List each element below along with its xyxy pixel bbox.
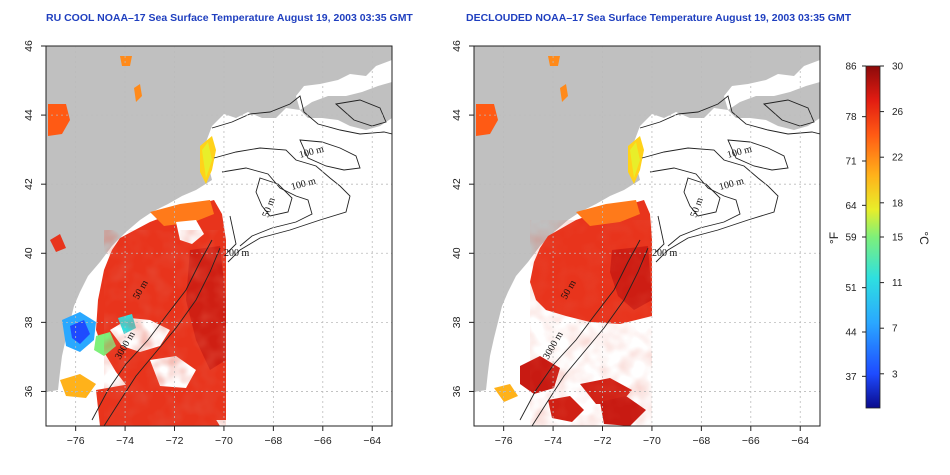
right-y-tick-label: 44 [451,109,463,121]
celsius-tick-label: 26 [892,107,904,118]
celsius-tick-label: 3 [892,369,898,380]
fahrenheit-tick-label: 71 [845,157,857,168]
left-y-tick-label: 42 [23,178,35,190]
right-y-tick-label: 40 [451,247,463,259]
left-y-tick-label: 36 [23,385,35,397]
celsius-tick-label: 22 [892,153,904,164]
right-y-tick-label: 38 [451,316,463,328]
right-y-tick-label: 36 [451,385,463,397]
celsius-tick-label: 7 [892,324,898,335]
fahrenheit-tick-label: 51 [845,283,857,294]
right-x-tick-label: −70 [643,435,661,447]
right-x-tick-label: −74 [544,435,562,447]
left-sst-imagery [48,56,226,426]
left-x-tick-label: −70 [215,435,233,447]
right-x-tick-label: −68 [692,435,710,447]
colorbar-gradient [865,65,881,409]
fahrenheit-tick-label: 37 [845,372,857,383]
left-y-tick-label: 38 [23,316,35,328]
fahrenheit-tick-label: 78 [845,112,857,123]
fahrenheit-tick-label: 59 [845,233,857,244]
left-x-tick-label: −72 [166,435,184,447]
celsius-tick-label: 18 [892,198,904,209]
right-grid [474,46,820,426]
fahrenheit-tick-label: 44 [845,328,857,339]
left-y-tick-label: 46 [23,40,35,52]
left-y-tick-label: 44 [23,109,35,121]
left-map-title: RU COOL NOAA–17 Sea Surface Temperature … [46,12,413,24]
right-land [474,46,820,392]
left-x-tick-label: −68 [264,435,282,447]
celsius-unit-label: °C [917,231,931,245]
celsius-tick-label: 30 [892,62,904,73]
right-y-tick-label: 42 [451,178,463,190]
right-x-tick-label: −66 [742,435,760,447]
right-x-tick-label: −64 [791,435,809,447]
left-x-tick-label: −66 [314,435,332,447]
left-x-tick-label: −76 [67,435,85,447]
celsius-tick-label: 15 [892,233,904,244]
left-map-frame [45,45,393,427]
left-y-tick-label: 40 [23,247,35,259]
right-x-tick-label: −72 [594,435,612,447]
right-axis-ticks: −76 −74 −72 −70 −68 −66 −64 46 44 42 40 38 36 [451,40,809,447]
left-contour-label: 200 m [224,248,250,259]
colorbar: 30 26 22 18 15 11 7 3 86 78 71 64 59 51 44 37 °F °C [827,62,931,409]
left-grid [46,46,392,426]
fahrenheit-tick-label: 86 [845,62,857,73]
left-axis-ticks: −76 −74 −72 −70 −68 −66 −64 46 44 42 40 38 36 [23,40,381,447]
right-x-tick-label: −76 [495,435,513,447]
right-y-tick-label: 46 [451,40,463,52]
left-x-tick-label: −74 [116,435,134,447]
right-contour-label: 200 m [652,248,678,259]
left-land [46,46,392,392]
fahrenheit-unit-label: °F [827,232,841,244]
right-map-frame [473,45,821,427]
celsius-tick-label: 11 [892,278,903,289]
left-x-tick-label: −64 [363,435,381,447]
right-map-title: DECLOUDED NOAA–17 Sea Surface Temperatur… [466,12,852,24]
fahrenheit-tick-label: 64 [845,201,857,212]
